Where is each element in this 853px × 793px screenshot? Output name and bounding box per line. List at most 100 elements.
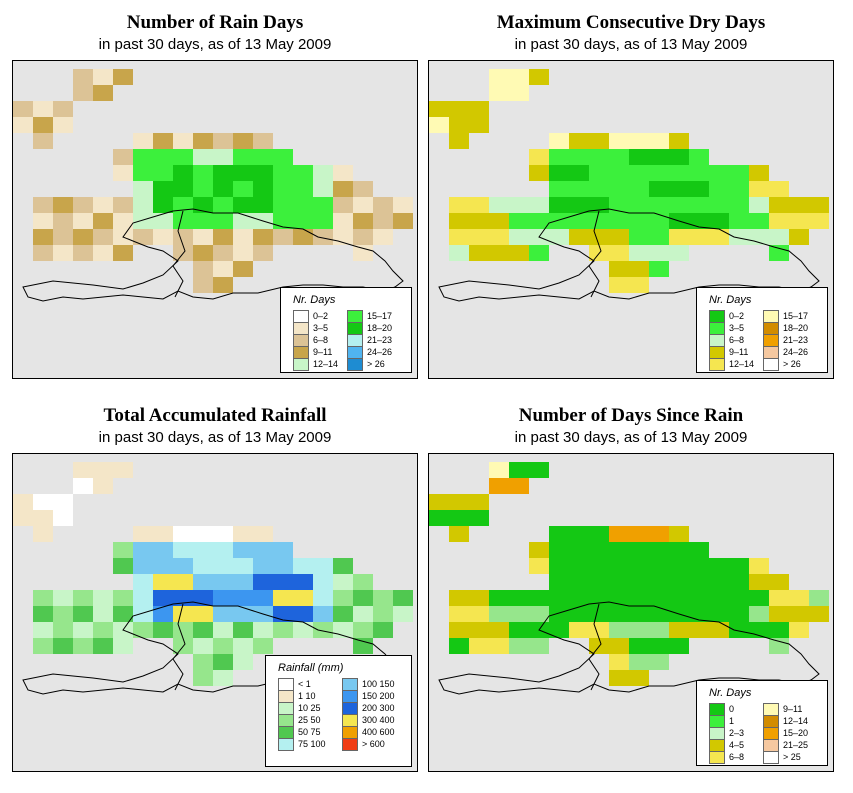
grid-cell — [709, 165, 729, 181]
grid-cell — [133, 133, 153, 149]
grid-cell — [73, 462, 93, 478]
grid-cell — [589, 558, 609, 574]
legend-title: Nr. Days — [709, 687, 752, 699]
grid-cell — [233, 197, 253, 213]
grid-cell — [173, 133, 193, 149]
grid-cell — [93, 85, 113, 101]
grid-cell — [253, 149, 273, 165]
grid-cell — [233, 654, 253, 670]
grid-cell — [73, 245, 93, 261]
grid-cell — [629, 574, 649, 590]
grid-cell — [649, 622, 669, 638]
grid-cell — [233, 590, 253, 606]
panel-subtitle: in past 30 days, as of 13 May 2009 — [98, 36, 332, 53]
grid-cell — [649, 261, 669, 277]
grid-cell — [609, 197, 629, 213]
grid-cell — [589, 606, 609, 622]
legend: Nr. Days 0–2 3–5 6–8 9–11 12–14 15–17 18–20 21–… — [696, 287, 828, 373]
grid-cell — [729, 590, 749, 606]
map-area — [12, 60, 418, 379]
grid-cell — [549, 542, 569, 558]
grid-cell — [173, 558, 193, 574]
grid-cell — [689, 197, 709, 213]
grid-cell — [589, 133, 609, 149]
panel-subtitle: in past 30 days, as of 13 May 2009 — [514, 429, 748, 446]
grid-cell — [489, 622, 509, 638]
grid-cell — [589, 574, 609, 590]
map-grid — [429, 69, 829, 302]
grid-cell — [53, 606, 73, 622]
grid-cell — [509, 478, 529, 494]
legend-label: 10 25 — [298, 703, 321, 713]
grid-cell — [33, 229, 53, 245]
grid-cell — [529, 69, 549, 85]
grid-cell — [569, 606, 589, 622]
legend-label: 75 100 — [298, 739, 326, 749]
grid-cell — [53, 590, 73, 606]
grid-cell — [193, 229, 213, 245]
grid-cell — [489, 197, 509, 213]
grid-cell — [629, 277, 649, 293]
grid-cell — [529, 197, 549, 213]
grid-cell — [549, 622, 569, 638]
grid-cell — [789, 622, 809, 638]
grid-cell — [13, 101, 33, 117]
legend-label: 15–20 — [783, 728, 809, 738]
grid-cell — [789, 197, 809, 213]
grid-cell — [333, 574, 353, 590]
grid-cell — [629, 526, 649, 542]
grid-cell — [589, 542, 609, 558]
grid-cell — [253, 526, 273, 542]
grid-cell — [273, 542, 293, 558]
grid-cell — [373, 213, 393, 229]
grid-cell — [253, 181, 273, 197]
grid-cell — [33, 606, 53, 622]
grid-cell — [53, 213, 73, 229]
grid-cell — [549, 197, 569, 213]
grid-cell — [373, 590, 393, 606]
legend-label: 6–8 — [729, 752, 745, 762]
grid-cell — [429, 101, 449, 117]
grid-cell — [333, 558, 353, 574]
grid-cell — [569, 133, 589, 149]
legend-title: Nr. Days — [293, 294, 336, 306]
grid-cell — [53, 245, 73, 261]
grid-cell — [569, 622, 589, 638]
grid-cell — [73, 213, 93, 229]
grid-cell — [509, 197, 529, 213]
country-border — [172, 603, 186, 691]
grid-cell — [233, 149, 253, 165]
grid-cell — [213, 558, 233, 574]
grid-cell — [213, 590, 233, 606]
grid-cell — [649, 197, 669, 213]
grid-cell — [153, 590, 173, 606]
legend-swatch — [763, 358, 779, 371]
grid-cell — [549, 213, 569, 229]
grid-cell — [649, 590, 669, 606]
grid-cell — [33, 245, 53, 261]
legend-label: > 26 — [783, 359, 801, 369]
grid-cell — [233, 261, 253, 277]
grid-cell — [33, 117, 53, 133]
grid-cell — [353, 622, 373, 638]
grid-cell — [233, 229, 253, 245]
grid-cell — [253, 229, 273, 245]
grid-cell — [629, 622, 649, 638]
map-area — [12, 453, 418, 772]
grid-cell — [669, 638, 689, 654]
grid-cell — [809, 606, 829, 622]
grid-cell — [509, 245, 529, 261]
grid-cell — [133, 558, 153, 574]
legend-label: 200 300 — [362, 703, 395, 713]
grid-cell — [609, 590, 629, 606]
grid-cell — [469, 638, 489, 654]
grid-cell — [273, 574, 293, 590]
grid-cell — [609, 638, 629, 654]
grid-cell — [253, 542, 273, 558]
grid-cell — [569, 165, 589, 181]
grid-cell — [333, 165, 353, 181]
grid-cell — [509, 229, 529, 245]
grid-cell — [729, 558, 749, 574]
grid-cell — [193, 526, 213, 542]
grid-cell — [429, 510, 449, 526]
